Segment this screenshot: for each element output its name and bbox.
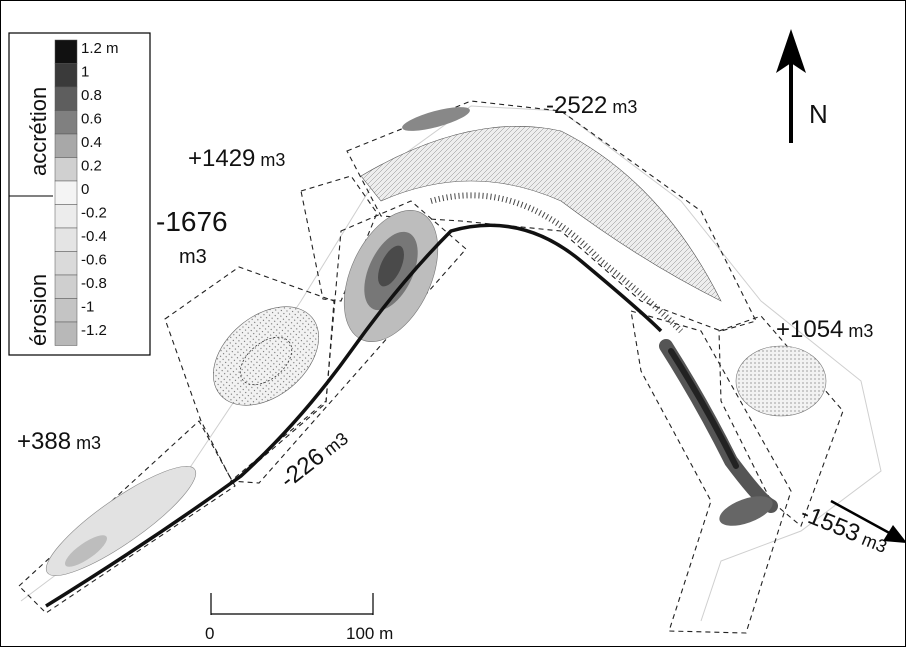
legend-swatch — [54, 157, 78, 182]
scale-end-label: 100 m — [346, 624, 393, 643]
legend-entry-label: 1 — [81, 64, 89, 81]
volume-label-2522: -2522 m3 — [546, 92, 637, 119]
legend-entry-label: 0.2 — [81, 158, 102, 175]
legend-swatch — [54, 180, 78, 205]
channel-bank — [45, 223, 663, 608]
zone-226 — [229, 200, 467, 484]
legend: accrétion érosion 1.2 m 1 0.8 0.6 0.4 0.2 0 -0.… — [8, 32, 151, 356]
legend-accretion-label: accrétion — [26, 87, 51, 176]
legend-swatch — [54, 251, 78, 276]
legend-entry-label: -0.2 — [81, 205, 107, 222]
scale-bar: 0 100 m — [205, 593, 393, 643]
legend-entry-label: 0.6 — [81, 111, 102, 128]
volume-label-1054: +1054 m3 — [776, 316, 873, 343]
legend-entry-label: -0.4 — [81, 228, 107, 245]
legend-entry-label: -0.6 — [81, 252, 107, 269]
volume-label-1429: +1429 m3 — [188, 145, 285, 172]
legend-swatch — [54, 298, 78, 323]
legend-swatches: 1.2 m 1 0.8 0.6 0.4 0.2 0 -0.2 -0.4 -0.6 -0.8 -1 -1.… — [54, 39, 119, 346]
volume-label-226: -226m3 — [275, 424, 353, 493]
legend-erosion-label: érosion — [26, 274, 51, 346]
legend-swatch — [54, 110, 78, 135]
volume-value-1676: -1676 — [156, 206, 228, 237]
river-outline — [20, 105, 882, 622]
legend-swatch — [54, 39, 78, 64]
legend-swatch — [54, 321, 78, 346]
legend-swatch — [54, 274, 78, 299]
zone-388 — [18, 420, 236, 614]
scale-start-label: 0 — [205, 624, 214, 643]
legend-entry-label: 0.8 — [81, 87, 102, 104]
legend-swatch — [54, 133, 78, 158]
zone-1553 — [630, 310, 792, 634]
legend-swatch — [54, 227, 78, 252]
legend-entry-label: -1.2 — [81, 322, 107, 339]
zone-1676 — [164, 266, 335, 484]
legend-entry-label: 0.4 — [81, 134, 102, 151]
zone-boundaries — [18, 100, 844, 634]
north-label: N — [809, 99, 828, 129]
flow-arrow — [830, 499, 905, 543]
zone-1054 — [718, 315, 844, 527]
zone-2522 — [346, 100, 757, 332]
north-arrow: N — [776, 29, 828, 143]
legend-entry-label: 0 — [81, 181, 89, 198]
volume-label-388: +388 m3 — [17, 428, 101, 455]
legend-entry-label: 1.2 m — [81, 40, 119, 57]
elevation-patches — [45, 107, 827, 576]
legend-entry-label: -1 — [81, 299, 94, 316]
legend-swatch — [54, 204, 78, 229]
volume-unit-1676: m3 — [179, 246, 207, 268]
legend-swatch — [54, 86, 78, 111]
legend-swatch — [54, 63, 78, 88]
legend-entry-label: -0.8 — [81, 275, 107, 292]
